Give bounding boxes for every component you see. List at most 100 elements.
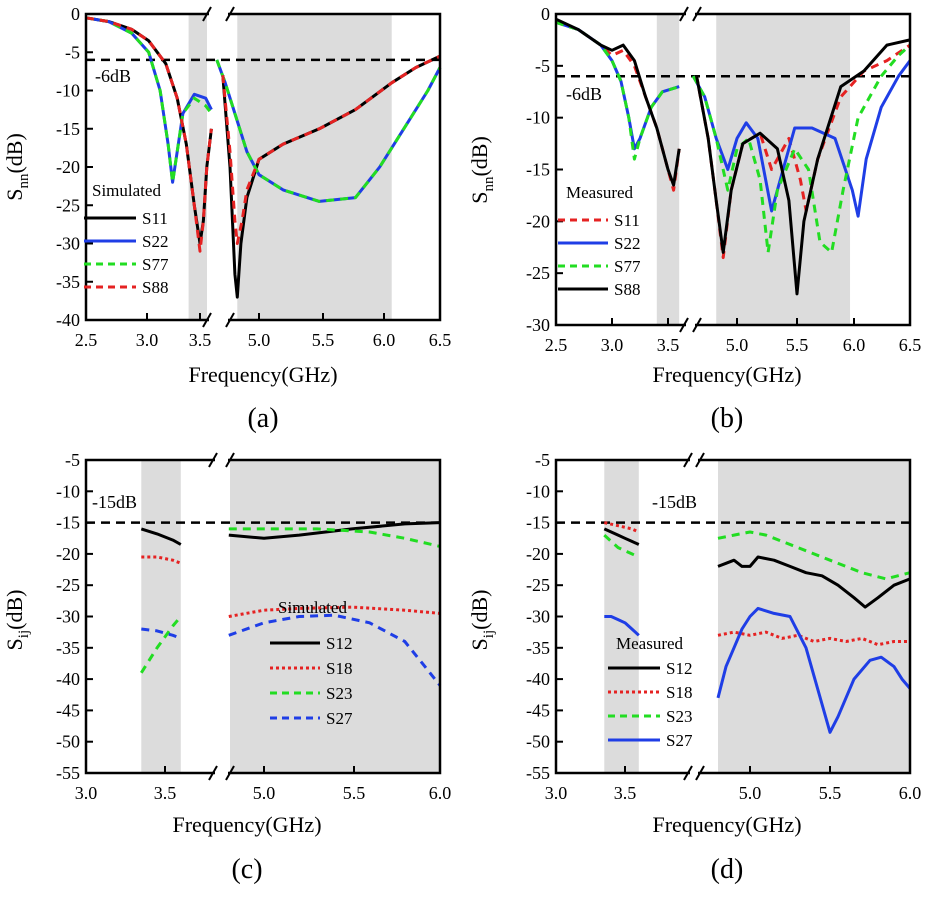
y-axis-label-subscript: ij: [16, 630, 32, 638]
x-tick-label: 5.5: [312, 330, 335, 350]
axis-break-gap: [684, 14, 697, 325]
y-tick-label: -25: [526, 263, 550, 283]
series-s12-left: [603, 527, 640, 546]
y-tick-label: 0: [71, 4, 80, 24]
x-tick-label: 5.5: [343, 783, 366, 803]
panel-caption: (c): [231, 854, 262, 885]
break-mask-bottom: [690, 769, 698, 777]
y-axis-label-unit: (dB): [2, 590, 27, 630]
break-mark: [202, 6, 212, 22]
y-axis-label-subscript: ij: [481, 630, 497, 638]
x-tick-label: 3.0: [601, 335, 624, 355]
break-mask-top: [690, 456, 698, 464]
y-tick-label: -35: [526, 638, 550, 658]
y-tick-label: -45: [526, 700, 550, 720]
legend: Simulated S12 S18 S23 S27: [270, 598, 353, 728]
y-axis-label-main: S: [2, 638, 27, 650]
axis-break-gap: [688, 460, 700, 773]
legend-label-s11: S11: [614, 211, 640, 230]
x-tick-label: 3.0: [545, 783, 568, 803]
shaded-band-1: [141, 460, 181, 773]
legend-label-s77: S77: [614, 257, 641, 276]
y-axis-label: Sij(dB): [467, 590, 497, 651]
y-tick-label: -25: [56, 575, 80, 595]
legend-title: Simulated: [278, 598, 347, 617]
y-axis-label-main: S: [467, 192, 492, 204]
break-mark: [695, 452, 705, 468]
break-mark: [679, 6, 689, 22]
reference-label: -6dB: [95, 66, 131, 86]
break-mark: [225, 6, 235, 22]
y-axis-label-subscript: nn: [481, 176, 497, 192]
break-mark: [202, 312, 212, 328]
series-s23-left: [140, 615, 182, 674]
x-tick-label: 5.5: [786, 335, 809, 355]
series-s18-right: [717, 630, 910, 647]
break-mark: [692, 317, 702, 333]
y-tick-label: -20: [56, 157, 80, 177]
y-tick-label: -25: [56, 195, 80, 215]
y-axis-label-unit: (dB): [467, 590, 492, 630]
series-s77-left: [85, 16, 213, 184]
x-axis-label: Frequency(GHz): [652, 812, 801, 837]
y-axis-label-main: S: [2, 189, 27, 201]
legend-label-s27: S27: [326, 709, 353, 728]
legend-label-s23: S23: [326, 684, 352, 703]
y-axis-label-unit: (dB): [2, 133, 27, 173]
y-tick-label: -20: [526, 544, 550, 564]
x-tick-label: 3.0: [75, 783, 98, 803]
legend-label-s23: S23: [666, 707, 692, 726]
y-axis-label-unit: (dB): [467, 136, 492, 176]
y-tick-label: -10: [526, 108, 550, 128]
legend-label-s18: S18: [326, 659, 352, 678]
series-s27-left: [141, 627, 182, 640]
y-tick-label: -20: [56, 544, 80, 564]
series-s18-left: [141, 555, 182, 565]
reference-label: -6dB: [566, 84, 602, 104]
panel-c: -15dB 3.0 3.5 5.0 5.5 6.0 -5 -10 -15 -20 -25 -30 -35…: [2, 450, 451, 885]
x-tick-label: 3.5: [657, 335, 680, 355]
break-mark: [225, 765, 235, 781]
x-axis-label: Frequency(GHz): [172, 812, 321, 837]
legend-label-s11: S11: [142, 209, 168, 228]
y-tick-label: -30: [56, 607, 80, 627]
y-tick-label: -35: [56, 638, 80, 658]
legend-title: Simulated: [92, 181, 161, 200]
x-tick-label: 2.5: [75, 330, 98, 350]
x-tick-label: 3.5: [154, 783, 177, 803]
series-s27-right: [228, 613, 442, 687]
break-mark: [679, 317, 689, 333]
legend: Measured S12 S18 S23 S27: [608, 634, 693, 750]
y-tick-label: -55: [526, 763, 550, 783]
y-tick-label: -30: [56, 234, 80, 254]
break-mask-top: [686, 10, 695, 18]
y-axis-label: Snn(dB): [2, 133, 32, 201]
panel-caption: (d): [711, 854, 744, 885]
series-s88-left: [85, 16, 213, 253]
series-s77-left: [555, 20, 680, 161]
legend-label-s22: S22: [614, 234, 640, 253]
y-tick-label: -10: [56, 81, 80, 101]
y-tick-label: -25: [526, 575, 550, 595]
series-s18-right: [228, 605, 441, 618]
series-s27-right: [716, 606, 912, 734]
legend-label-s88: S88: [614, 280, 640, 299]
y-tick-label: -15: [526, 160, 550, 180]
break-mark: [683, 765, 693, 781]
y-tick-label: -10: [56, 481, 80, 501]
series-s23-right: [228, 527, 441, 548]
y-tick-label: 0: [541, 4, 550, 24]
x-axis-label: Frequency(GHz): [188, 362, 337, 387]
y-tick-label: -20: [526, 211, 550, 231]
y-tick-label: -35: [56, 272, 80, 292]
legend-label-s12: S12: [326, 634, 352, 653]
break-mask-bottom: [215, 769, 228, 777]
y-tick-label: -40: [56, 310, 80, 330]
shaded-band-2: [237, 14, 392, 320]
y-axis-label-subscript: nn: [16, 173, 32, 189]
legend: Simulated S11 S22 S77 S88: [84, 181, 169, 297]
x-tick-label: 6.5: [899, 335, 922, 355]
x-tick-label: 6.0: [899, 783, 922, 803]
y-axis-label-main: S: [467, 638, 492, 650]
